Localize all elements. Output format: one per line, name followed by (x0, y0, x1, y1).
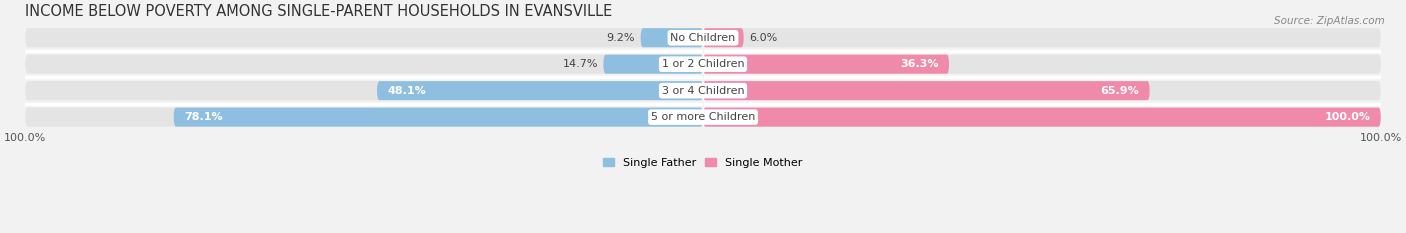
Text: 5 or more Children: 5 or more Children (651, 112, 755, 122)
Text: 9.2%: 9.2% (607, 33, 636, 43)
Text: 1 or 2 Children: 1 or 2 Children (662, 59, 744, 69)
Text: 48.1%: 48.1% (387, 86, 426, 96)
Text: 14.7%: 14.7% (562, 59, 598, 69)
Text: No Children: No Children (671, 33, 735, 43)
Text: 78.1%: 78.1% (184, 112, 222, 122)
FancyBboxPatch shape (703, 81, 1381, 100)
FancyBboxPatch shape (703, 28, 744, 47)
Text: INCOME BELOW POVERTY AMONG SINGLE-PARENT HOUSEHOLDS IN EVANSVILLE: INCOME BELOW POVERTY AMONG SINGLE-PARENT… (25, 4, 613, 19)
FancyBboxPatch shape (377, 81, 703, 100)
FancyBboxPatch shape (703, 108, 1381, 127)
Text: 6.0%: 6.0% (749, 33, 778, 43)
Text: 3 or 4 Children: 3 or 4 Children (662, 86, 744, 96)
FancyBboxPatch shape (703, 55, 1381, 74)
FancyBboxPatch shape (703, 108, 1381, 127)
FancyBboxPatch shape (25, 28, 703, 47)
Text: Source: ZipAtlas.com: Source: ZipAtlas.com (1274, 16, 1385, 26)
Text: 100.0%: 100.0% (1324, 112, 1371, 122)
FancyBboxPatch shape (703, 55, 949, 74)
FancyBboxPatch shape (25, 55, 703, 74)
Legend: Single Father, Single Mother: Single Father, Single Mother (599, 154, 807, 172)
FancyBboxPatch shape (641, 28, 703, 47)
FancyBboxPatch shape (603, 55, 703, 74)
Text: 65.9%: 65.9% (1101, 86, 1139, 96)
FancyBboxPatch shape (703, 81, 1150, 100)
FancyBboxPatch shape (703, 28, 1381, 47)
FancyBboxPatch shape (174, 108, 703, 127)
FancyBboxPatch shape (25, 81, 703, 100)
FancyBboxPatch shape (25, 108, 703, 127)
Text: 36.3%: 36.3% (900, 59, 939, 69)
